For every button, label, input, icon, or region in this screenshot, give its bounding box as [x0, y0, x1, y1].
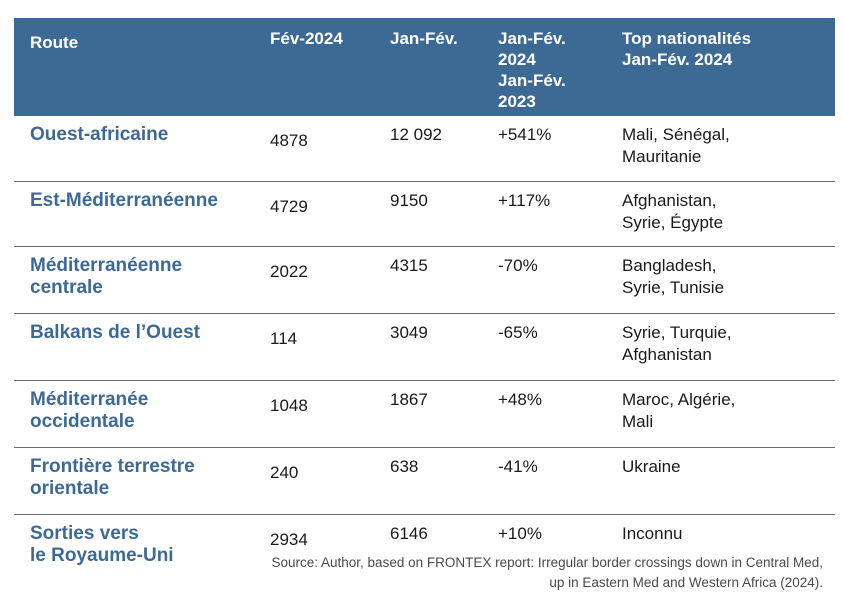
route-line: Méditerranée: [30, 389, 149, 410]
header-jan-feb: Jan-Fév.: [390, 29, 458, 48]
value-jan-feb: 4315: [390, 246, 498, 314]
nationality-line: Mali: [622, 412, 654, 431]
table-row: Sorties vers le Royaume-Uni 2934 6146 +1…: [14, 515, 835, 582]
value-top-nationalities: Afghanistan, Syrie, Égypte: [622, 181, 835, 247]
value-top-nationalities: Ukraine: [622, 447, 835, 515]
nationality-line: Afghanistan: [622, 345, 712, 364]
migration-routes-table: Route Fév-2024 Jan-Fév. Jan-Fév. 2024 Ja…: [14, 18, 835, 581]
nationality-line: Mali, Sénégal,: [622, 125, 730, 144]
route-line: orientale: [30, 478, 110, 499]
source-note: Source: Author, based on FRONTEX report:…: [223, 553, 823, 593]
route-line: le Royaume-Uni: [30, 545, 174, 566]
route-name: Frontière terrestre orientale: [14, 447, 270, 515]
value-feb-2024: 4729: [270, 181, 390, 247]
value-top-nationalities: Mali, Sénégal, Mauritanie: [622, 116, 835, 182]
header-top-nationalities: Top nationalités Jan-Fév. 2024: [622, 18, 835, 116]
route-line: occidentale: [30, 411, 135, 432]
header-top-line: Top nationalités: [622, 29, 752, 48]
table-header: Route Fév-2024 Jan-Fév. Jan-Fév. 2024 Ja…: [14, 18, 835, 116]
route-name: Sorties vers le Royaume-Uni: [14, 515, 270, 582]
value-change: -65%: [498, 313, 622, 381]
value-jan-feb: 6146: [390, 524, 428, 543]
route-line: Méditerranéenne: [30, 255, 183, 276]
source-line: up in Eastern Med and Western Africa (20…: [549, 575, 823, 590]
header-feb-2024: Fév-2024: [270, 29, 343, 48]
value-feb-2024: 2022: [270, 246, 390, 314]
value-change: -41%: [498, 447, 622, 515]
value-jan-feb: 1867: [390, 380, 498, 448]
value-change: +48%: [498, 380, 622, 448]
table-row: Ouest-africaine 4878 12 092 +541% Mali, …: [14, 116, 835, 182]
header-change-line: Jan-Fév.: [498, 71, 566, 90]
route-name: Est-Méditerranéenne: [14, 181, 270, 247]
value-feb-2024: 4878: [270, 116, 390, 182]
route-line: Balkans de l’Ouest: [30, 322, 201, 343]
route-line: Sorties vers: [30, 523, 139, 544]
nationality-line: Ukraine: [622, 457, 681, 476]
value-feb-2024: 2934: [270, 530, 308, 549]
value-feb-2024: 114: [270, 313, 390, 381]
table-row: Frontière terrestre orientale 240 638 -4…: [14, 447, 835, 515]
route-name: Balkans de l’Ouest: [14, 313, 270, 381]
route-line: centrale: [30, 277, 103, 298]
table-row: Est-Méditerranéenne 4729 9150 +117% Afgh…: [14, 181, 835, 247]
nationality-line: Syrie, Tunisie: [622, 278, 725, 297]
table-row: Méditerranée occidentale 1048 1867 +48% …: [14, 380, 835, 448]
route-line: Frontière terrestre: [30, 456, 195, 477]
header-row: Route Fév-2024 Jan-Fév. Jan-Fév. 2024 Ja…: [14, 18, 835, 116]
route-name: Méditerranée occidentale: [14, 380, 270, 448]
value-change: +541%: [498, 116, 622, 182]
value-top-nationalities: Syrie, Turquie, Afghanistan: [622, 313, 835, 381]
route-line: Ouest-africaine: [30, 124, 169, 145]
nationality-line: Syrie, Turquie,: [622, 323, 732, 342]
migration-routes-table-wrapper: Route Fév-2024 Jan-Fév. Jan-Fév. 2024 Ja…: [14, 18, 835, 581]
table-body: Ouest-africaine 4878 12 092 +541% Mali, …: [14, 116, 835, 581]
value-change: +117%: [498, 181, 622, 247]
table-row: Balkans de l’Ouest 114 3049 -65% Syrie, …: [14, 313, 835, 381]
header-change-line: 2024: [498, 50, 536, 69]
nationality-line: Maroc, Algérie,: [622, 390, 736, 409]
value-feb-2024: 240: [270, 447, 390, 515]
source-line: Source: Author, based on FRONTEX report:…: [271, 555, 823, 570]
nationality-line: Inconnu: [622, 524, 683, 543]
value-top-nationalities: Bangladesh, Syrie, Tunisie: [622, 246, 835, 314]
value-jan-feb: 9150: [390, 181, 498, 247]
header-change: Jan-Fév. 2024 Jan-Fév. 2023: [498, 18, 622, 116]
nationality-line: Syrie, Égypte: [622, 213, 724, 232]
table-row: Méditerranéenne centrale 2022 4315 -70% …: [14, 246, 835, 314]
value-change: +10%: [498, 524, 542, 543]
value-top-nationalities: Inconnu: [622, 515, 835, 582]
nationality-line: Bangladesh,: [622, 256, 717, 275]
header-change-line: Jan-Fév.: [498, 29, 566, 48]
value-feb-2024: 1048: [270, 380, 390, 448]
route-name: Ouest-africaine: [14, 116, 270, 182]
value-jan-feb: 12 092: [390, 116, 498, 182]
route-line: Est-Méditerranéenne: [30, 190, 218, 211]
header-top-line: Jan-Fév. 2024: [622, 50, 733, 69]
nationality-line: Mauritanie: [622, 147, 702, 166]
value-change: -70%: [498, 246, 622, 314]
value-jan-feb: 3049: [390, 313, 498, 381]
nationality-line: Afghanistan,: [622, 191, 717, 210]
header-route: Route: [30, 33, 79, 52]
header-change-line: 2023: [498, 92, 536, 111]
value-jan-feb: 638: [390, 447, 498, 515]
value-top-nationalities: Maroc, Algérie, Mali: [622, 380, 835, 448]
route-name: Méditerranéenne centrale: [14, 246, 270, 314]
